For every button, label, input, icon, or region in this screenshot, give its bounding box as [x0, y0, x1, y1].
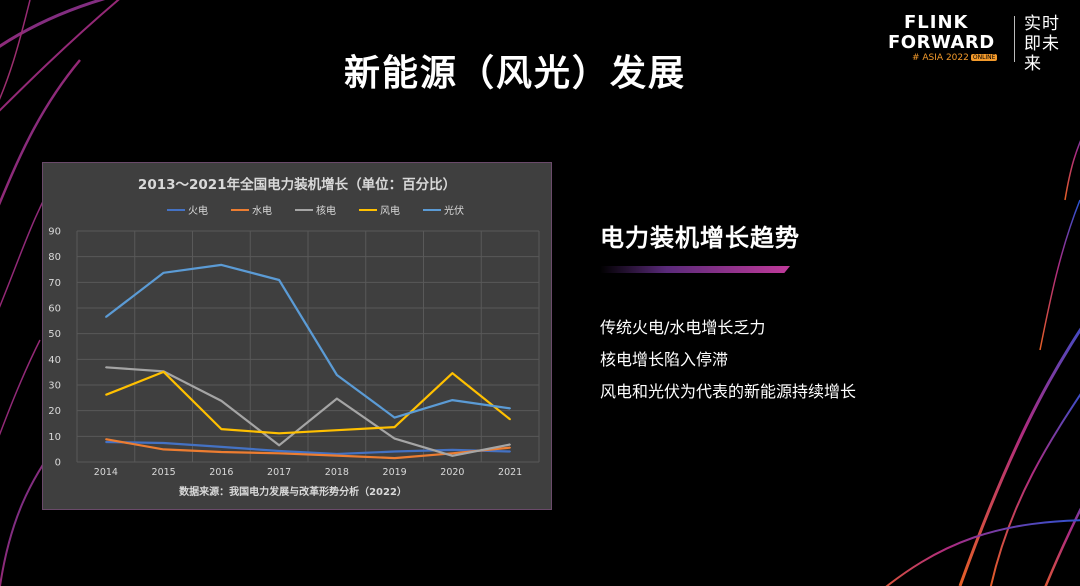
legend-label: 水电: [252, 204, 272, 217]
chart-title: 2013～2021年全国电力装机增长（单位：百分比）: [138, 176, 456, 193]
y-tick-label: 20: [48, 406, 61, 417]
data-point-核电: [509, 443, 511, 446]
x-tick-label: 2021: [498, 467, 522, 478]
y-tick-label: 0: [55, 458, 61, 469]
data-point-核电: [393, 437, 396, 440]
logo-line2: FORWARD: [888, 32, 995, 53]
data-point-光伏: [278, 279, 280, 281]
data-point-风电: [451, 372, 454, 374]
series-line-水电: [105, 438, 511, 460]
data-point-核电: [336, 397, 338, 400]
data-point-火电: [336, 453, 338, 455]
logo-badge: ONLINE: [970, 54, 998, 61]
page-title: 新能源（风光）发展: [343, 53, 686, 94]
data-point-光伏: [451, 399, 454, 401]
series-line-核电: [105, 366, 511, 457]
data-point-光伏: [336, 374, 338, 376]
key-point: 传统火电/水电增长乏力: [600, 318, 766, 337]
chart-panel: 2013～2021年全国电力装机增长（单位：百分比） 火电 水电 核电 风电 光伏 0 10 2…: [42, 162, 552, 510]
data-point-水电: [220, 451, 223, 453]
data-point-水电: [278, 452, 280, 455]
data-point-水电: [162, 448, 165, 451]
legend-label: 光伏: [444, 204, 464, 217]
data-point-水电: [451, 452, 454, 455]
key-point: 核电增长陷入停滞: [600, 350, 729, 369]
series-line-火电: [105, 440, 511, 456]
data-point-核电: [105, 366, 107, 369]
data-point-风电: [105, 393, 107, 396]
x-tick-label: 2020: [440, 467, 464, 478]
data-point-火电: [220, 446, 223, 448]
logo-line1: FLINK: [904, 12, 969, 33]
data-point-核电: [220, 400, 223, 402]
data-point-水电: [509, 446, 511, 449]
chart-source: 数据来源：我国电力发展与改革形势分析（2022）: [179, 485, 407, 498]
y-tick-label: 50: [48, 329, 61, 340]
logo-divider: [1014, 16, 1015, 62]
data-point-核电: [278, 444, 280, 447]
legend-label: 核电: [316, 204, 336, 217]
data-point-光伏: [509, 407, 511, 410]
y-tick-label: 80: [48, 252, 61, 263]
x-tick-label: 2014: [94, 467, 118, 478]
data-point-火电: [393, 450, 396, 453]
data-point-风电: [509, 418, 511, 421]
y-tick-label: 10: [48, 432, 61, 443]
data-point-火电: [162, 442, 165, 444]
data-point-风电: [278, 432, 280, 435]
logo-sub: # ASIA 2022 ONLINE: [912, 53, 998, 63]
key-point: 风电和光伏为代表的新能源持续增长: [600, 382, 857, 401]
x-tick-label: 2016: [209, 467, 233, 478]
legend-label: 火电: [188, 204, 208, 217]
data-point-光伏: [162, 272, 165, 274]
flink-forward-logo: FLINK FORWARD # ASIA 2022 ONLINE 实时即未来: [888, 8, 1068, 74]
data-point-风电: [336, 429, 338, 431]
legend-label: 风电: [380, 204, 400, 217]
data-point-风电: [162, 371, 165, 373]
key-points: 传统火电/水电增长乏力 核电增长陷入停滞 风电和光伏为代表的新能源持续增长: [600, 312, 856, 408]
data-point-风电: [393, 426, 396, 428]
data-point-水电: [105, 438, 107, 440]
y-tick-label: 60: [48, 304, 61, 315]
data-point-风电: [220, 428, 223, 430]
series-line-光伏: [105, 263, 511, 419]
data-point-火电: [451, 449, 454, 451]
data-point-火电: [509, 450, 511, 453]
series-line-风电: [105, 370, 511, 435]
data-point-光伏: [105, 316, 107, 318]
data-point-核电: [451, 455, 454, 457]
y-tick-label: 70: [48, 278, 61, 289]
data-point-火电: [105, 441, 107, 443]
side-title: 电力装机增长趋势: [600, 224, 800, 252]
data-point-火电: [278, 450, 280, 452]
line-chart: 2013～2021年全国电力装机增长（单位：百分比） 火电 水电 核电 风电 光伏 0 10 2…: [48, 176, 540, 498]
y-tick-label: 90: [48, 227, 61, 238]
data-point-光伏: [393, 416, 396, 419]
side-accent-bar: [600, 266, 790, 273]
logo-slogan: 实时即未来: [1024, 14, 1060, 74]
data-point-水电: [393, 457, 396, 459]
x-tick-label: 2018: [325, 467, 349, 478]
logo-sub-text: # ASIA 2022: [912, 53, 969, 63]
y-tick-label: 40: [48, 355, 61, 366]
data-point-光伏: [220, 264, 223, 266]
data-point-水电: [336, 454, 338, 457]
x-tick-label: 2019: [383, 467, 407, 478]
y-tick-label: 30: [48, 381, 61, 392]
x-tick-label: 2017: [267, 467, 291, 478]
x-tick-label: 2015: [152, 467, 176, 478]
